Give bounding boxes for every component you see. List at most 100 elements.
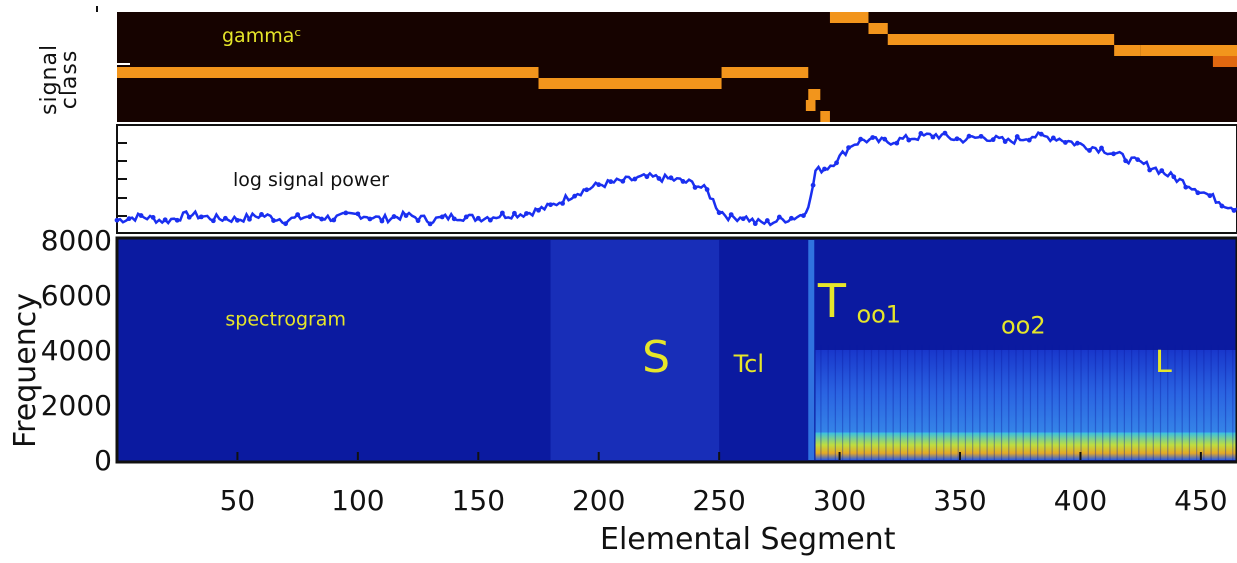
power-point [319, 216, 325, 222]
power-point [391, 214, 397, 219]
power-point [114, 217, 120, 223]
power-point [656, 176, 662, 181]
power-point [954, 136, 960, 142]
power-point [198, 214, 204, 220]
frequency-ylabel: Frequency [8, 293, 43, 448]
power-point [801, 213, 806, 219]
striation [856, 344, 858, 460]
power-point [942, 130, 948, 136]
x-tick-label: 250 [692, 484, 745, 517]
striation [979, 344, 981, 460]
power-point [186, 214, 192, 220]
signal-class-ylabel-word: class [57, 49, 82, 110]
power-point [668, 175, 674, 181]
power-point [1123, 158, 1129, 164]
striation [849, 344, 851, 460]
striation [1087, 344, 1089, 460]
power-point [1219, 203, 1225, 209]
striation [1000, 344, 1003, 460]
x-tick-label: 100 [331, 484, 384, 517]
striation [935, 344, 938, 460]
striation [1015, 344, 1017, 460]
power-point [271, 218, 276, 223]
power-point [1026, 137, 1032, 143]
striation [820, 344, 822, 460]
power-point [1014, 134, 1020, 139]
striation [1058, 344, 1060, 460]
gamma-label: gammaᶜ [222, 25, 301, 47]
striation [1210, 344, 1212, 460]
spectrogram-annotation: oo2 [1001, 312, 1046, 340]
power-point [752, 221, 758, 227]
power-point [870, 135, 876, 140]
power-point [1183, 184, 1189, 190]
power-point [487, 217, 493, 223]
striation [1174, 344, 1176, 460]
y-tick-label: 0 [94, 444, 112, 477]
striation [1094, 344, 1097, 460]
power-point [906, 137, 912, 143]
power-point [210, 218, 216, 224]
striation [1152, 344, 1154, 460]
power-point [740, 216, 746, 222]
power-point [162, 217, 168, 223]
power-point [1147, 167, 1153, 173]
power-point [222, 215, 228, 221]
power-point [512, 210, 517, 216]
class-segment [808, 89, 821, 100]
spectrogram-energy-regions [550, 240, 1237, 460]
power-point [704, 187, 710, 192]
power-point [990, 137, 996, 143]
striation [1073, 344, 1075, 460]
striation [1131, 344, 1133, 460]
striation [921, 344, 923, 460]
striation [1188, 344, 1191, 460]
signal-class-ylabel: signal class [37, 44, 82, 115]
spectrogram-annotation: S [642, 332, 670, 383]
spectrogram-annotation: L [1155, 345, 1172, 380]
striation [1181, 344, 1183, 460]
energy-region-s [550, 240, 720, 460]
x-axis-ticks: 50 100 150 200 250 300 350 400 450 [220, 452, 1228, 517]
power-point [499, 210, 505, 216]
striation [1051, 344, 1053, 460]
signal-class-segments [117, 12, 1237, 122]
power-point [536, 207, 541, 213]
power-point [235, 217, 240, 223]
power-point [463, 214, 469, 220]
power-point [283, 221, 289, 227]
x-tick-label: 150 [452, 484, 505, 517]
power-point [138, 213, 144, 218]
onset-burst [808, 240, 815, 460]
striation [1145, 344, 1147, 460]
striation [1080, 344, 1082, 460]
x-tick-label: 350 [933, 484, 986, 517]
power-point [379, 218, 385, 224]
power-point [355, 211, 361, 217]
power-series-points [114, 130, 1237, 227]
striation [1159, 344, 1162, 460]
power-point [1002, 139, 1008, 144]
power-panel: log signal power [114, 124, 1237, 234]
striation [892, 344, 894, 460]
power-point [596, 182, 602, 188]
striation [834, 344, 836, 460]
power-point [1087, 148, 1092, 153]
power-point [620, 178, 626, 184]
striation [928, 344, 930, 460]
power-point [1111, 151, 1116, 157]
y-tick-label: 8000 [41, 224, 112, 257]
x-tick-label: 50 [220, 484, 256, 517]
power-point [524, 211, 529, 216]
power-point [834, 160, 839, 166]
striation [1116, 344, 1118, 460]
striation [964, 344, 967, 460]
power-point [295, 212, 301, 218]
power-point [692, 185, 698, 190]
class-segment [117, 67, 539, 78]
spectrogram-annotation: T [817, 274, 847, 328]
striation [1044, 344, 1046, 460]
power-point [584, 187, 590, 193]
power-point [427, 221, 433, 227]
